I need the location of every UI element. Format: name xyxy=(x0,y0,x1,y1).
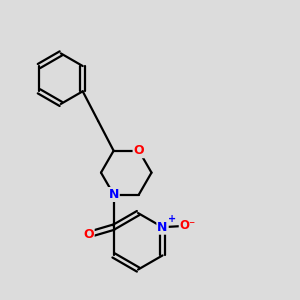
Text: O⁻: O⁻ xyxy=(180,219,196,232)
Text: N: N xyxy=(108,188,119,201)
Text: +: + xyxy=(168,214,176,224)
Text: O: O xyxy=(134,144,144,157)
Text: O: O xyxy=(83,228,94,241)
Text: N: N xyxy=(157,221,168,234)
